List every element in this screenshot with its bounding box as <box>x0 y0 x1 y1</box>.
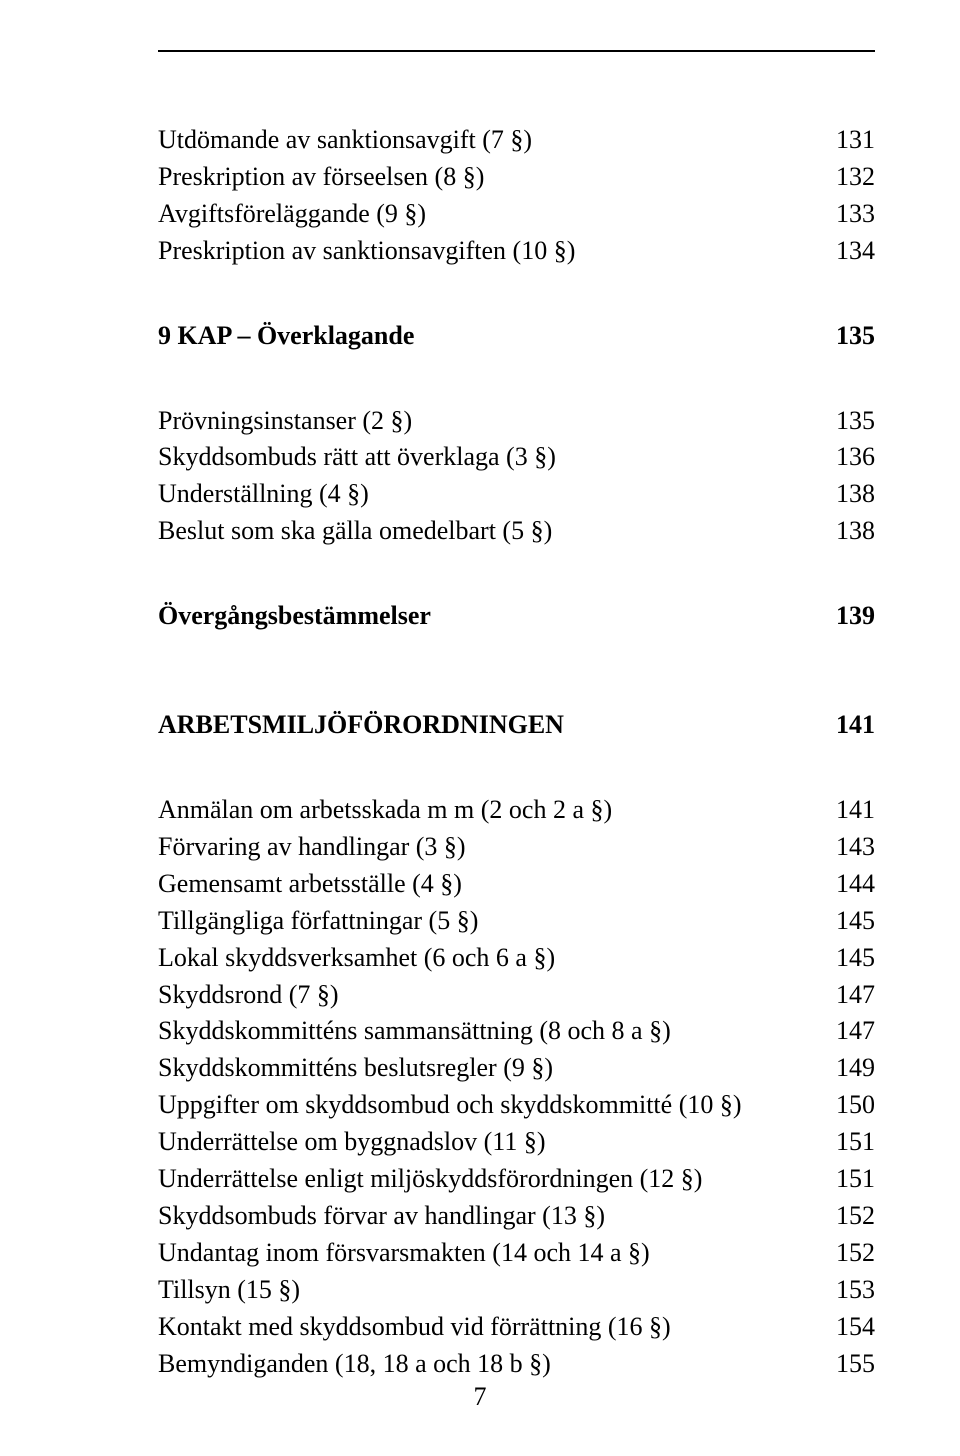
toc-page-number: 143 <box>815 829 875 866</box>
toc-label: Tillsyn (15 §) <box>158 1272 815 1309</box>
toc-label: Underrättelse enligt miljöskyddsförordni… <box>158 1161 815 1198</box>
top-rule <box>158 50 875 52</box>
toc-page-number: 152 <box>815 1198 875 1235</box>
toc-page-number: 135 <box>815 403 875 440</box>
toc-page-number: 133 <box>815 196 875 233</box>
toc-page-number: 147 <box>815 977 875 1014</box>
toc-label: Kontakt med skyddsombud vid förrättning … <box>158 1309 815 1346</box>
toc-page-number: 152 <box>815 1235 875 1272</box>
toc-heading-label: Övergångsbestämmelser <box>158 598 815 635</box>
toc-label: Förvaring av handlingar (3 §) <box>158 829 815 866</box>
toc-label: Prövningsinstanser (2 §) <box>158 403 815 440</box>
toc-entry: Kontakt med skyddsombud vid förrättning … <box>158 1309 875 1346</box>
toc-heading-label: ARBETSMILJÖFÖRORDNINGEN <box>158 707 815 744</box>
toc-page-number: 141 <box>815 792 875 829</box>
toc-label: Bemyndiganden (18, 18 a och 18 b §) <box>158 1346 815 1383</box>
toc-entry: Underrättelse enligt miljöskyddsförordni… <box>158 1161 875 1198</box>
toc-entry: Skyddsrond (7 §) 147 <box>158 977 875 1014</box>
toc-label: Uppgifter om skyddsombud och skyddskommi… <box>158 1087 815 1124</box>
toc-page-number: 144 <box>815 866 875 903</box>
toc-subheading: Övergångsbestämmelser 139 <box>158 598 875 635</box>
toc-label: Skyddsrond (7 §) <box>158 977 815 1014</box>
toc-entry: Tillgängliga författningar (5 §) 145 <box>158 903 875 940</box>
toc-entry: Preskription av förseelsen (8 §) 132 <box>158 159 875 196</box>
toc-entry: Tillsyn (15 §) 153 <box>158 1272 875 1309</box>
toc-page-number: 131 <box>815 122 875 159</box>
toc-entry: Utdömande av sanktionsavgift (7 §) 131 <box>158 122 875 159</box>
toc-label: Skyddskommitténs sammansättning (8 och 8… <box>158 1013 815 1050</box>
toc-label: Underrättelse om byggnadslov (11 §) <box>158 1124 815 1161</box>
toc-page-number: 134 <box>815 233 875 270</box>
toc-page-number: 154 <box>815 1309 875 1346</box>
toc-entry: Uppgifter om skyddsombud och skyddskommi… <box>158 1087 875 1124</box>
toc-heading-page: 135 <box>815 318 875 355</box>
toc-label: Skyddsombuds förvar av handlingar (13 §) <box>158 1198 815 1235</box>
toc-entry: Underrättelse om byggnadslov (11 §) 151 <box>158 1124 875 1161</box>
toc-page-number: 149 <box>815 1050 875 1087</box>
toc-label: Anmälan om arbetsskada m m (2 och 2 a §) <box>158 792 815 829</box>
toc-page-number: 138 <box>815 476 875 513</box>
toc-page-number: 145 <box>815 903 875 940</box>
toc-page-number: 136 <box>815 439 875 476</box>
toc-heading-page: 139 <box>815 598 875 635</box>
toc-main-heading: ARBETSMILJÖFÖRORDNINGEN 141 <box>158 707 875 744</box>
toc-chapter-heading: 9 KAP – Överklagande 135 <box>158 318 875 355</box>
toc-entry: Skyddskommitténs beslutsregler (9 §) 149 <box>158 1050 875 1087</box>
toc-label: Avgiftsföreläggande (9 §) <box>158 196 815 233</box>
toc-page-number: 151 <box>815 1161 875 1198</box>
toc-label: Utdömande av sanktionsavgift (7 §) <box>158 122 815 159</box>
toc-page-number: 151 <box>815 1124 875 1161</box>
toc-entry: Lokal skyddsverksamhet (6 och 6 a §) 145 <box>158 940 875 977</box>
toc-label: Gemensamt arbetsställe (4 §) <box>158 866 815 903</box>
toc-entry: Skyddsombuds förvar av handlingar (13 §)… <box>158 1198 875 1235</box>
toc-entry: Undantag inom försvarsmakten (14 och 14 … <box>158 1235 875 1272</box>
toc-page-number: 138 <box>815 513 875 550</box>
toc-entry: Anmälan om arbetsskada m m (2 och 2 a §)… <box>158 792 875 829</box>
toc-label: Skyddskommitténs beslutsregler (9 §) <box>158 1050 815 1087</box>
toc-page-number: 132 <box>815 159 875 196</box>
toc-entry: Skyddsombuds rätt att överklaga (3 §) 13… <box>158 439 875 476</box>
toc-entry: Beslut som ska gälla omedelbart (5 §) 13… <box>158 513 875 550</box>
toc-label: Skyddsombuds rätt att överklaga (3 §) <box>158 439 815 476</box>
toc-label: Lokal skyddsverksamhet (6 och 6 a §) <box>158 940 815 977</box>
toc-page-number: 147 <box>815 1013 875 1050</box>
toc-label: Beslut som ska gälla omedelbart (5 §) <box>158 513 815 550</box>
toc-entry: Avgiftsföreläggande (9 §) 133 <box>158 196 875 233</box>
toc-page: Utdömande av sanktionsavgift (7 §) 131 P… <box>0 0 960 1456</box>
toc-entry: Underställning (4 §) 138 <box>158 476 875 513</box>
toc-label: Tillgängliga författningar (5 §) <box>158 903 815 940</box>
toc-label: Preskription av sanktionsavgiften (10 §) <box>158 233 815 270</box>
toc-entry: Förvaring av handlingar (3 §) 143 <box>158 829 875 866</box>
toc-page-number: 155 <box>815 1346 875 1383</box>
toc-heading-page: 141 <box>815 707 875 744</box>
toc-label: Underställning (4 §) <box>158 476 815 513</box>
toc-entry: Preskription av sanktionsavgiften (10 §)… <box>158 233 875 270</box>
toc-page-number: 145 <box>815 940 875 977</box>
page-number: 7 <box>0 1382 960 1412</box>
toc-entry: Gemensamt arbetsställe (4 §) 144 <box>158 866 875 903</box>
toc-page-number: 150 <box>815 1087 875 1124</box>
toc-heading-label: 9 KAP – Överklagande <box>158 318 815 355</box>
toc-entry: Prövningsinstanser (2 §) 135 <box>158 403 875 440</box>
toc-entry: Bemyndiganden (18, 18 a och 18 b §) 155 <box>158 1346 875 1383</box>
toc-label: Undantag inom försvarsmakten (14 och 14 … <box>158 1235 815 1272</box>
toc-label: Preskription av förseelsen (8 §) <box>158 159 815 196</box>
toc-entry: Skyddskommitténs sammansättning (8 och 8… <box>158 1013 875 1050</box>
toc-page-number: 153 <box>815 1272 875 1309</box>
